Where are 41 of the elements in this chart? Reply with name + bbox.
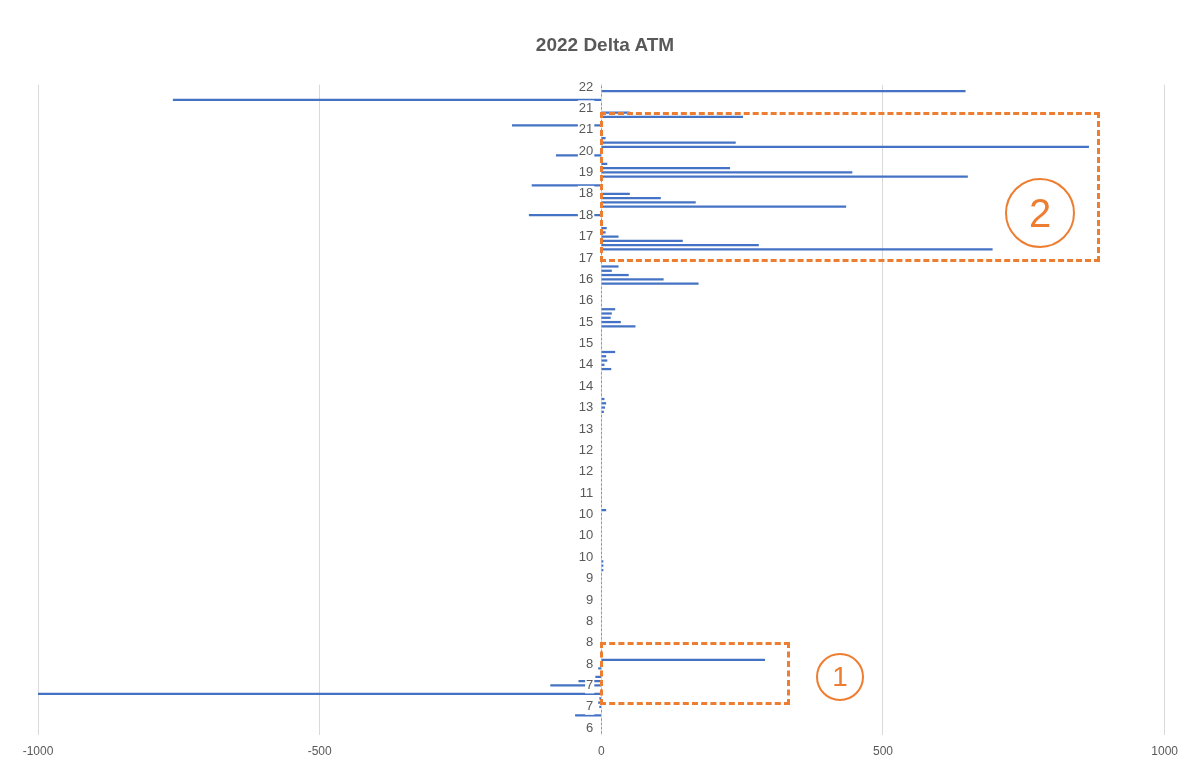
circle-label: 2 [1005, 178, 1075, 248]
circle-label: 1 [816, 653, 864, 701]
y-tick-label: 21 [578, 121, 594, 137]
x-tick-label: 1000 [1151, 744, 1179, 759]
y-tick-label: 10 [578, 527, 594, 543]
y-tick-label: 13 [578, 420, 594, 436]
y-tick-label: 9 [586, 570, 594, 586]
y-tick-label: 8 [586, 612, 594, 628]
y-tick-label: 16 [578, 270, 594, 286]
y-tick-label: 10 [578, 548, 594, 564]
y-tick-label: 17 [578, 228, 594, 244]
y-tick-label: 19 [578, 164, 594, 180]
y-tick-label: 10 [578, 506, 594, 522]
y-tick-label: 15 [578, 313, 594, 329]
y-tick-label: 8 [586, 655, 594, 671]
x-tick-label: -500 [307, 744, 332, 759]
y-tick-label: 11 [579, 484, 594, 500]
y-tick-label: 16 [578, 292, 594, 308]
chart-title: 2022 Delta ATM [535, 33, 675, 55]
y-tick-label: 7 [586, 698, 594, 714]
y-tick-label: 13 [578, 399, 594, 415]
y-tick-label: 14 [578, 356, 594, 372]
y-tick-label: 18 [578, 185, 594, 201]
y-tick-label: 7 [586, 677, 594, 693]
annotation: 2 [1028, 190, 1052, 236]
y-tick-label: 14 [578, 377, 594, 393]
y-tick-label: 9 [586, 591, 594, 607]
y-tick-label: 21 [578, 99, 594, 115]
y-tick-label: 18 [578, 206, 594, 222]
y-tick-label: 22 [578, 78, 594, 94]
x-tick-label: 500 [872, 744, 894, 759]
y-tick-label: 12 [578, 441, 594, 457]
y-tick-label: 8 [586, 634, 594, 650]
y-tick-label: 12 [578, 463, 594, 479]
y-tick-label: 17 [578, 249, 594, 265]
y-tick-label: 6 [586, 719, 594, 735]
annotation: 1 [832, 661, 848, 693]
y-tick-label: 20 [578, 142, 594, 158]
x-tick-label: 0 [597, 744, 605, 759]
y-tick-label: 15 [578, 335, 594, 351]
x-tick-label: -1000 [22, 744, 54, 759]
